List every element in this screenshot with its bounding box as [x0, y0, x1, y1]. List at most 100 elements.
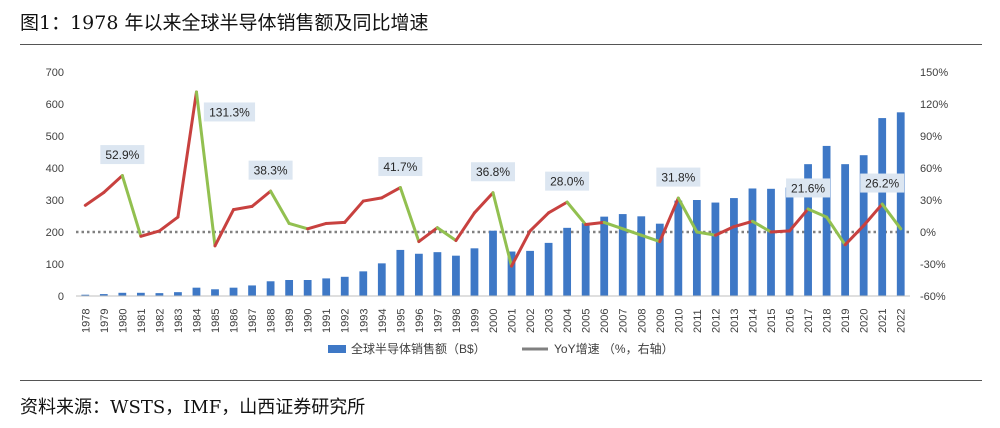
yoy-segment-2013-2014 — [732, 219, 754, 229]
yoy-callout-2000: 36.8% — [476, 165, 510, 179]
yoy-callout-1980: 52.9% — [105, 148, 139, 162]
yoy-callout-2017: 21.6% — [791, 181, 825, 195]
bar-2001 — [507, 251, 516, 296]
bar-1990 — [303, 280, 312, 296]
bar-2006 — [600, 216, 609, 296]
yoy-segment-1998-1999 — [454, 211, 476, 243]
bar-1978 — [81, 294, 90, 296]
x-tick-label-1981: 1981 — [136, 309, 148, 333]
yoy-callout-box-2021 — [860, 173, 905, 193]
left-tick-label: 400 — [46, 163, 64, 175]
x-tick-label-1985: 1985 — [210, 309, 222, 333]
x-tick-label-2009: 2009 — [655, 309, 667, 333]
left-tick-label: 600 — [46, 99, 64, 111]
legend-bar-swatch — [328, 345, 346, 353]
bar-1996 — [414, 253, 423, 296]
yoy-segment-1996-1997 — [417, 226, 439, 244]
bar-1991 — [322, 278, 331, 296]
yoy-segment-1980-1981 — [120, 174, 143, 238]
yoy-segment-2012-2013 — [713, 225, 736, 237]
yoy-callout-2010: 31.8% — [661, 171, 695, 185]
bar-1989 — [285, 280, 294, 296]
bar-2008 — [637, 216, 646, 296]
x-tick-label-1986: 1986 — [229, 309, 241, 333]
x-tick-label-2022: 2022 — [896, 309, 908, 333]
x-tick-label-1982: 1982 — [154, 309, 166, 333]
yoy-segment-2018-2019 — [825, 215, 847, 247]
right-tick-label: -60% — [920, 291, 946, 303]
yoy-segment-1978-1979 — [83, 191, 106, 207]
x-tick-label-2003: 2003 — [544, 309, 556, 333]
yoy-segment-2005-2006 — [584, 220, 606, 227]
x-tick-label-1997: 1997 — [432, 309, 444, 333]
yoy-segment-2003-2004 — [547, 200, 569, 215]
right-tick-label: 120% — [920, 99, 948, 111]
yoy-callout-box-2004 — [545, 171, 590, 191]
bar-2007 — [618, 214, 627, 296]
source-note: 资料来源：WSTS，IMF，山西证券研究所 — [20, 397, 366, 418]
yoy-callout-box-2017 — [786, 178, 831, 198]
x-tick-label-2010: 2010 — [673, 309, 685, 333]
x-tick-label-1987: 1987 — [247, 309, 259, 333]
bar-2022 — [896, 112, 905, 296]
right-tick-label: 150% — [920, 67, 948, 79]
x-tick-label-2004: 2004 — [562, 309, 574, 333]
bar-2011 — [692, 200, 701, 296]
yoy-segment-1986-1987 — [232, 204, 254, 212]
bar-1992 — [340, 276, 349, 296]
yoy-segment-2002-2003 — [528, 211, 551, 233]
yoy-segment-1988-1989 — [269, 189, 291, 225]
bar-2012 — [711, 202, 720, 296]
bar-2002 — [526, 250, 534, 296]
bar-2010 — [674, 200, 683, 296]
yoy-segment-1992-1993 — [343, 199, 365, 224]
x-tick-label-2006: 2006 — [599, 309, 611, 333]
legend-bar-label: 全球半导体销售额（B$） — [351, 341, 486, 356]
yoy-callout-1995: 41.7% — [383, 160, 417, 174]
yoy-segment-1994-1995 — [380, 186, 402, 200]
x-tick-label-1991: 1991 — [321, 309, 333, 333]
yoy-segment-2014-2015 — [750, 219, 773, 234]
x-tick-label-1989: 1989 — [284, 309, 296, 333]
yoy-segment-2009-2010 — [658, 196, 680, 244]
bar-2016 — [785, 187, 794, 296]
bar-1984 — [192, 287, 201, 296]
x-tick-label-2005: 2005 — [581, 309, 593, 333]
bar-2005 — [581, 223, 590, 296]
bar-2009 — [655, 223, 664, 296]
x-tick-label-1983: 1983 — [173, 309, 185, 333]
bar-1981 — [136, 292, 145, 296]
yoy-callout-box-2000 — [471, 162, 515, 182]
x-tick-label-1978: 1978 — [80, 309, 92, 333]
yoy-segment-1989-1990 — [287, 221, 310, 231]
bar-1998 — [452, 255, 460, 296]
x-tick-label-1984: 1984 — [191, 309, 203, 333]
x-tick-label-2020: 2020 — [859, 309, 871, 333]
yoy-callout-box-1984 — [203, 102, 256, 122]
bar-1987 — [248, 285, 256, 296]
bar-1993 — [359, 271, 368, 296]
bar-2014 — [748, 188, 757, 296]
left-tick-label: 200 — [46, 227, 64, 239]
yoy-segment-2000-2001 — [491, 191, 514, 268]
x-tick-label-2012: 2012 — [710, 309, 722, 333]
left-tick-label: 500 — [46, 131, 64, 143]
yoy-segment-1979-1980 — [102, 174, 124, 195]
bar-2003 — [544, 242, 553, 296]
yoy-segment-1983-1984 — [176, 90, 198, 219]
bar-2000 — [489, 230, 497, 296]
yoy-segment-1985-1986 — [213, 208, 236, 248]
bar-1982 — [155, 293, 164, 296]
bar-1983 — [174, 292, 182, 296]
x-tick-label-1979: 1979 — [99, 309, 111, 333]
bar-1986 — [229, 287, 238, 296]
bar-1999 — [470, 248, 479, 296]
x-tick-label-2021: 2021 — [877, 309, 889, 333]
x-tick-label-1988: 1988 — [266, 309, 278, 333]
right-tick-label: 90% — [920, 131, 942, 143]
semiconductor-sales-chart: 0 100 200 300 400 500 600 700 -60% -30% 0% 30% 60% 90… — [46, 67, 949, 356]
bar-2004 — [563, 227, 572, 296]
x-tick-label-2007: 2007 — [618, 309, 630, 333]
x-tick-label-1998: 1998 — [451, 309, 463, 333]
bar-2017 — [804, 164, 812, 296]
